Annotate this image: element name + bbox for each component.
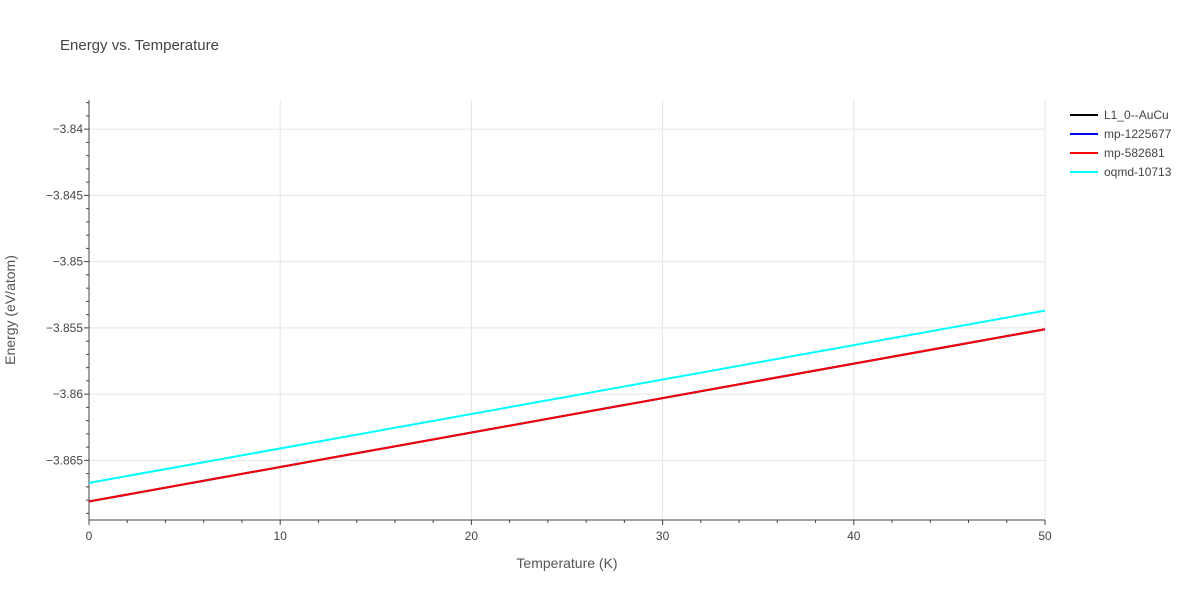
x-tick-label: 20 (465, 529, 479, 543)
y-tick-label: −3.85 (53, 255, 84, 269)
series-line-mp-582681 (89, 329, 1045, 501)
y-tick-label: −3.84 (53, 122, 84, 136)
x-tick-label: 50 (1038, 529, 1052, 543)
x-tick-label: 0 (86, 529, 93, 543)
x-tick-label: 30 (656, 529, 670, 543)
tick-labels: 0 10 20 30 40 50 −3.84 −3.845 −3.85 −3.855 −3.86 −3… (46, 122, 1052, 543)
y-tick-label: −3.855 (46, 321, 83, 335)
legend-label: mp-1225677 (1104, 127, 1172, 141)
legend: L1_0--AuCu mp-1225677 mp-582681 oqmd-10713 (1070, 108, 1172, 179)
y-axis-title: Energy (eV/atom) (2, 255, 18, 365)
y-tick-label: −3.865 (46, 453, 83, 467)
axes (84, 100, 1045, 525)
legend-label: L1_0--AuCu (1104, 108, 1169, 122)
y-tick-label: −3.86 (53, 387, 84, 401)
legend-label: oqmd-10713 (1104, 165, 1172, 179)
y-tick-label: −3.845 (46, 188, 83, 202)
x-tick-label: 10 (274, 529, 288, 543)
x-tick-label: 40 (847, 529, 861, 543)
chart-title: Energy vs. Temperature (60, 37, 219, 54)
legend-label: mp-582681 (1104, 146, 1165, 160)
series-lines (89, 311, 1045, 502)
series-line-oqmd-10713 (89, 311, 1045, 483)
x-axis-title: Temperature (K) (516, 555, 617, 571)
